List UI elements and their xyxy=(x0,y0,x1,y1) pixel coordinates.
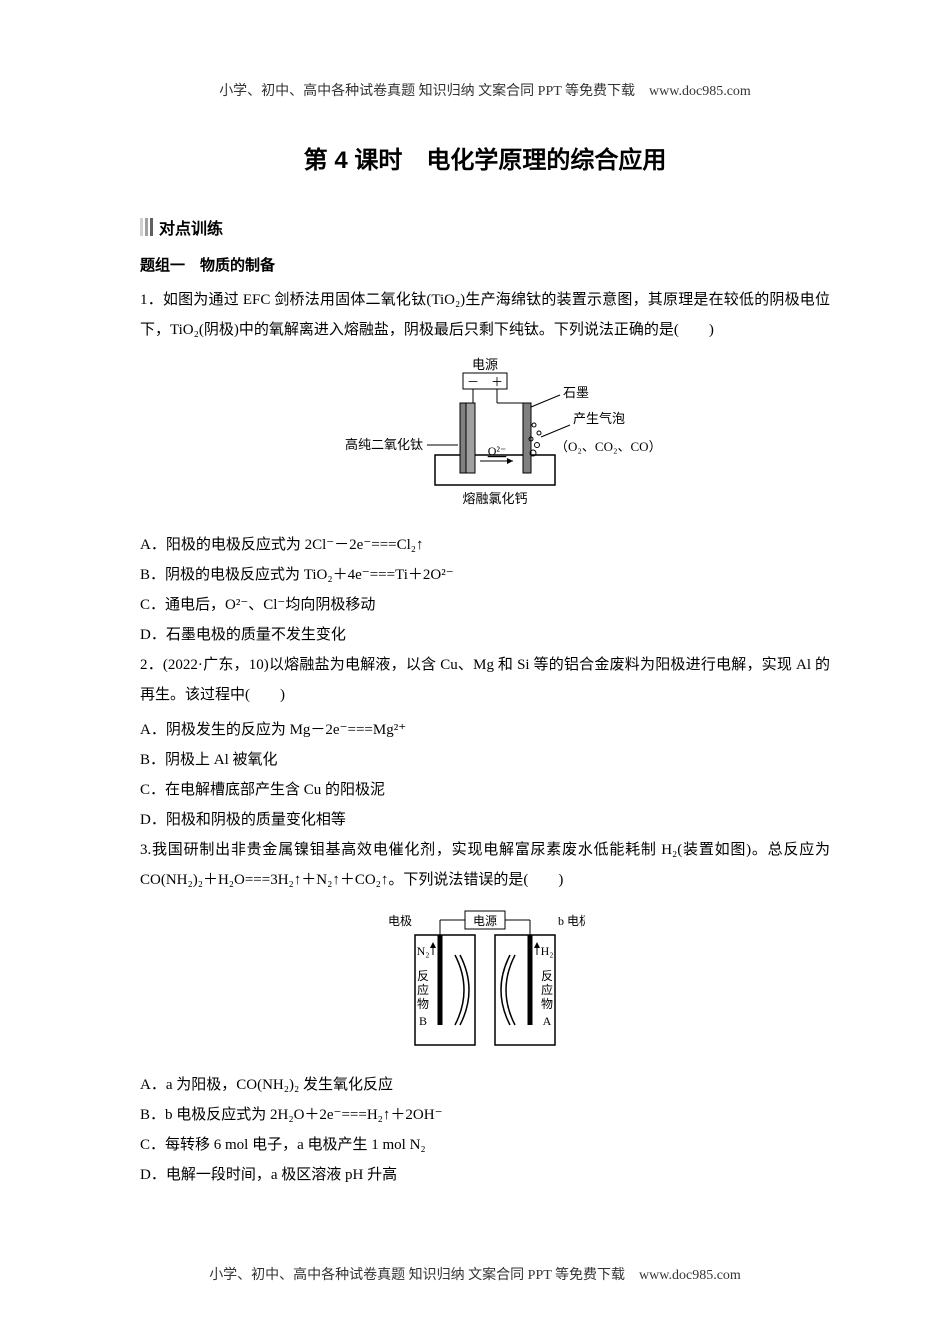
fig1-bubbles-label: 产生气泡 xyxy=(573,411,625,426)
fig1-molten-label: 熔融氯化钙 xyxy=(462,491,527,506)
q3-stem: 3.我国研制出非贵金属镍钼基高效电催化剂，实现电解富尿素废水低能耗制 H₂(装置… xyxy=(140,835,830,895)
q2-opt-c: C．在电解槽底部产生含 Cu 的阳极泥 xyxy=(140,775,830,805)
fig1-graphite-label: 石墨 xyxy=(563,385,589,400)
fig1-tio2-label: 高纯二氧化钛 xyxy=(345,437,423,452)
svg-text:－: － xyxy=(467,375,479,389)
q3-opt-d: D．电解一段时间，a 极区溶液 pH 升高 xyxy=(140,1160,830,1190)
q1-stem: 1．如图为通过 EFC 剑桥法用固体二氧化钛(TiO₂)生产海绵钛的装置示意图，… xyxy=(140,285,830,345)
section-label: 对点训练 xyxy=(140,215,830,239)
page-footer: 小学、初中、高中各种试卷真题 知识归纳 文案合同 PPT 等免费下载 www.d… xyxy=(0,1264,950,1284)
q3-opt-b: B．b 电极反应式为 2H₂O＋2e⁻===H₂↑＋2OH⁻ xyxy=(140,1100,830,1130)
q2-opt-b: B．阴极上 Al 被氧化 xyxy=(140,745,830,775)
fig1-power-label: 电源 xyxy=(472,357,498,372)
svg-text:应: 应 xyxy=(541,982,553,997)
fig1-gases-label: （O₂、CO₂、CO） xyxy=(555,439,655,454)
svg-text:a 电极: a 电极 xyxy=(385,914,412,928)
group-title: 题组一 物质的制备 xyxy=(140,254,830,275)
page-header: 小学、初中、高中各种试卷真题 知识归纳 文案合同 PPT 等免费下载 www.d… xyxy=(140,80,830,100)
svg-text:B: B xyxy=(419,1014,427,1028)
svg-text:A: A xyxy=(543,1014,552,1028)
q3-opt-a: A．a 为阳极，CO(NH₂)₂ 发生氧化反应 xyxy=(140,1070,830,1100)
svg-text:反: 反 xyxy=(541,969,553,983)
q1-opt-c: C．通电后，O²⁻、Cl⁻均向阴极移动 xyxy=(140,590,830,620)
svg-text:物: 物 xyxy=(417,997,429,1011)
svg-text:应: 应 xyxy=(417,982,429,997)
q2-opt-a: A．阴极发生的反应为 Mg－2e⁻===Mg²⁺ xyxy=(140,715,830,745)
svg-text:物: 物 xyxy=(541,997,553,1011)
q2-stem: 2．(2022·广东，10)以熔融盐为电解液，以含 Cu、Mg 和 Si 等的铝… xyxy=(140,650,830,710)
q1-opt-b: B．阴极的电极反应式为 TiO₂＋4e⁻===Ti＋2O²⁻ xyxy=(140,560,830,590)
svg-text:O²⁻: O²⁻ xyxy=(488,444,507,458)
svg-text:＋: ＋ xyxy=(491,375,503,389)
svg-text:反: 反 xyxy=(417,969,429,983)
q3-opt-c: C．每转移 6 mol 电子，a 电极产生 1 mol N₂ xyxy=(140,1130,830,1160)
section-bars-icon xyxy=(140,218,155,236)
q2-opt-d: D．阳极和阴极的质量变化相等 xyxy=(140,805,830,835)
svg-text:N₂: N₂ xyxy=(417,944,430,958)
q1-opt-a: A．阳极的电极反应式为 2Cl⁻－2e⁻===Cl₂↑ xyxy=(140,530,830,560)
q3-figure: 电源 a 电极 b 电极 N₂ H₂ 反 应 物 B 反 应 物 xyxy=(140,905,830,1060)
svg-text:电源: 电源 xyxy=(473,914,497,928)
q1-opt-d: D．石墨电极的质量不发生变化 xyxy=(140,620,830,650)
svg-text:H₂: H₂ xyxy=(541,944,554,958)
section-label-text: 对点训练 xyxy=(159,215,223,239)
svg-text:b 电极: b 电极 xyxy=(558,914,585,928)
lesson-title: 第 4 课时 电化学原理的综合应用 xyxy=(140,140,830,175)
q1-figure: 电源 － ＋ O²⁻ 石墨 产生气泡 （O₂、CO₂、CO） 高纯二氧化钛 熔融… xyxy=(140,355,830,520)
